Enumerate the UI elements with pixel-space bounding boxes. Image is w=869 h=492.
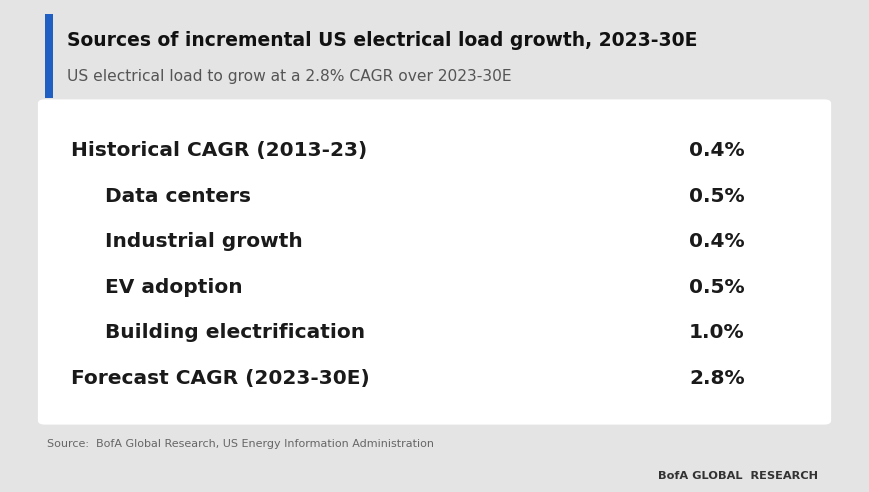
Text: 0.4%: 0.4% <box>688 141 744 160</box>
Text: Industrial growth: Industrial growth <box>105 232 302 251</box>
Text: Building electrification: Building electrification <box>105 323 365 342</box>
Text: 0.5%: 0.5% <box>688 277 744 297</box>
Text: 2.8%: 2.8% <box>688 369 744 388</box>
Text: 0.4%: 0.4% <box>688 232 744 251</box>
FancyBboxPatch shape <box>38 99 830 425</box>
Text: Sources of incremental US electrical load growth, 2023-30E: Sources of incremental US electrical loa… <box>67 31 697 50</box>
Text: Historical CAGR (2013-23): Historical CAGR (2013-23) <box>70 141 367 160</box>
Text: US electrical load to grow at a 2.8% CAGR over 2023-30E: US electrical load to grow at a 2.8% CAG… <box>67 69 511 84</box>
Text: 1.0%: 1.0% <box>688 323 744 342</box>
Text: BofA GLOBAL  RESEARCH: BofA GLOBAL RESEARCH <box>658 471 817 481</box>
Text: 0.5%: 0.5% <box>688 186 744 206</box>
Text: EV adoption: EV adoption <box>105 277 242 297</box>
Text: Data centers: Data centers <box>105 186 251 206</box>
Bar <box>44 14 53 98</box>
Text: Source:  BofA Global Research, US Energy Information Administration: Source: BofA Global Research, US Energy … <box>47 439 434 449</box>
Text: Forecast CAGR (2023-30E): Forecast CAGR (2023-30E) <box>70 369 369 388</box>
